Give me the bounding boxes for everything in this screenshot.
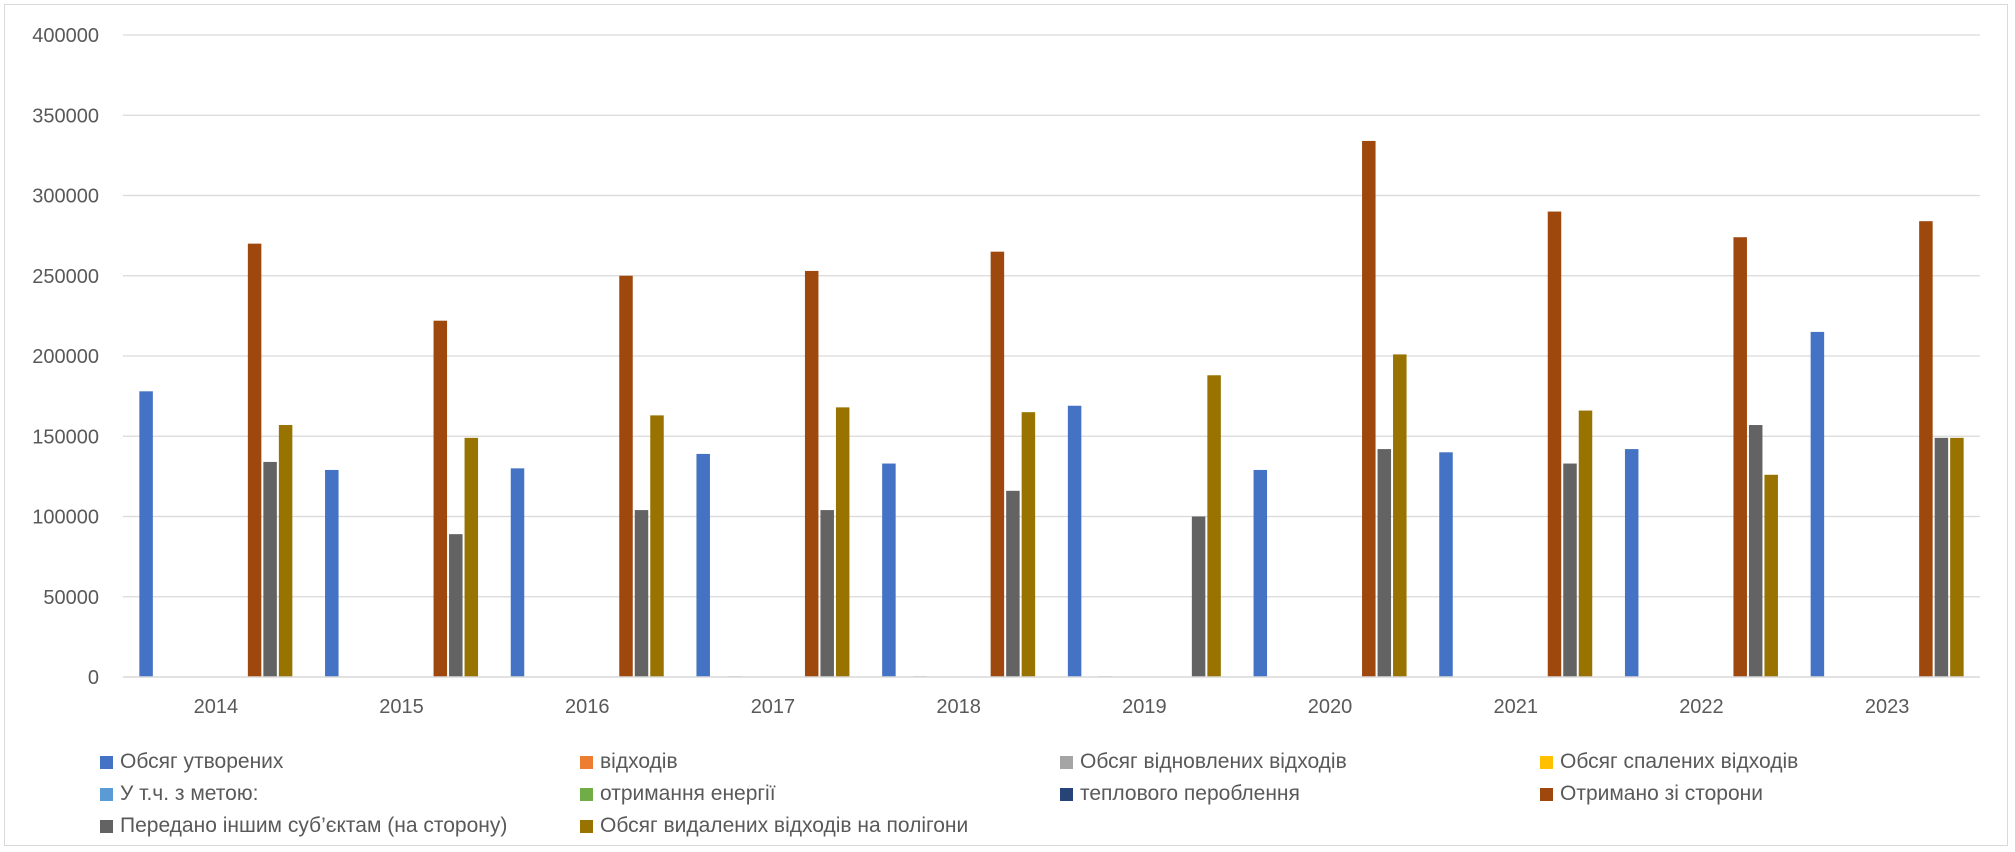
bar	[804, 270, 819, 677]
legend-swatch	[100, 755, 113, 769]
bar	[464, 437, 479, 677]
bar	[449, 534, 463, 677]
bar	[1764, 474, 1778, 677]
bar	[1934, 437, 1949, 677]
legend: Обсяг утворених відходів Обсяг відновлених…	[100, 750, 1980, 838]
y-axis-tick-labels: 0 50000 100000 150000 200000 250000 300000 3500…	[32, 25, 99, 689]
legend-swatch	[1540, 787, 1553, 801]
bar	[820, 510, 834, 677]
legend-swatch	[1060, 755, 1073, 769]
bar	[325, 469, 339, 677]
bar	[1810, 331, 1825, 677]
legend-label: Обсяг видалених відходів на полігони	[600, 814, 969, 837]
legend-swatch	[100, 819, 113, 833]
legend-swatch	[580, 819, 593, 833]
y-tick-label: 100000	[32, 507, 99, 529]
bar	[278, 425, 293, 677]
legend-item: відходів	[580, 750, 1060, 774]
legend-swatch	[1540, 755, 1553, 769]
bar	[247, 243, 262, 677]
legend-item: Отримано зі сторони	[1540, 782, 1980, 806]
bar	[1578, 410, 1593, 677]
x-tick-label: 2020	[1308, 696, 1353, 718]
bar	[1021, 412, 1036, 677]
bar	[263, 461, 277, 677]
bar-chart: 0 50000 100000 150000 200000 250000 300000 3500…	[32, 25, 1980, 718]
legend-label: Обсяг відновлених відходів	[1080, 750, 1347, 773]
legend-item: Передано іншим суб’єктам (на сторону)	[100, 814, 580, 838]
bar	[619, 275, 633, 677]
x-tick-label: 2019	[1122, 696, 1167, 718]
x-tick-label: 2016	[565, 696, 610, 718]
x-tick-label: 2021	[1494, 696, 1539, 718]
chart-frame: 0 50000 100000 150000 200000 250000 300000 3500…	[4, 4, 2008, 846]
legend-swatch	[580, 755, 593, 769]
bar	[1377, 449, 1392, 677]
y-tick-label: 200000	[32, 346, 99, 368]
legend-item: Обсяг утворених	[100, 750, 580, 774]
bar	[634, 510, 649, 677]
legend-item: У т.ч. з метою:	[100, 782, 580, 806]
x-tick-label: 2023	[1865, 696, 1910, 718]
bar	[1733, 237, 1747, 678]
x-tick-label: 2014	[194, 696, 239, 718]
bar	[1393, 354, 1407, 677]
bar	[696, 453, 710, 677]
x-tick-label: 2017	[751, 696, 796, 718]
bar	[1067, 405, 1082, 677]
legend-item: Обсяг видалених відходів на полігони	[580, 814, 1060, 838]
bar	[1748, 425, 1763, 677]
y-tick-label: 150000	[32, 426, 99, 448]
y-tick-label: 300000	[32, 186, 99, 208]
legend-label: У т.ч. з метою:	[120, 782, 259, 805]
bar	[1624, 449, 1639, 677]
bar	[510, 468, 525, 677]
bar	[1253, 469, 1268, 677]
x-axis-tick-labels: 2014 2015 2016 2017 2018 2019 2020 2021 2022 2023	[194, 696, 1910, 718]
bars	[139, 140, 1964, 678]
x-tick-label: 2015	[379, 696, 424, 718]
legend-swatch	[100, 787, 113, 801]
bar	[990, 251, 1005, 678]
legend-item: теплового пероблення	[1060, 782, 1540, 806]
bar	[433, 320, 448, 677]
legend-swatch	[1060, 787, 1073, 801]
bar	[1362, 140, 1376, 677]
gridlines	[123, 34, 1980, 598]
y-tick-label: 350000	[32, 105, 99, 127]
x-tick-label: 2018	[936, 696, 981, 718]
legend-label: відходів	[600, 750, 678, 773]
legend-label: Передано іншим суб’єктам (на сторону)	[120, 814, 508, 837]
legend-label: теплового пероблення	[1080, 782, 1300, 805]
legend-item: отримання енергії	[580, 782, 1060, 806]
legend-item: Обсяг спалених відходів	[1540, 750, 1980, 774]
y-tick-label: 50000	[43, 587, 99, 609]
bar	[882, 463, 896, 677]
bar	[1207, 375, 1221, 677]
legend-label: Обсяг утворених	[120, 750, 284, 773]
bar	[1919, 221, 1933, 677]
bar	[835, 407, 850, 677]
y-tick-label: 400000	[32, 25, 99, 47]
bar	[650, 415, 664, 677]
bar	[1950, 437, 1964, 677]
legend-label: Обсяг спалених відходів	[1560, 750, 1799, 773]
legend-swatch	[580, 787, 593, 801]
bar	[1547, 211, 1562, 678]
legend-label: Отримано зі сторони	[1560, 782, 1763, 805]
bar	[1563, 463, 1577, 677]
bar	[1191, 516, 1206, 677]
bar	[1006, 490, 1020, 677]
legend-item: Обсяг відновлених відходів	[1060, 750, 1540, 774]
legend-label: отримання енергії	[600, 782, 776, 805]
bar	[1439, 452, 1453, 677]
x-tick-label: 2022	[1679, 696, 1724, 718]
y-tick-label: 250000	[32, 266, 99, 288]
bar	[139, 391, 153, 677]
y-tick-label: 0	[88, 667, 99, 689]
